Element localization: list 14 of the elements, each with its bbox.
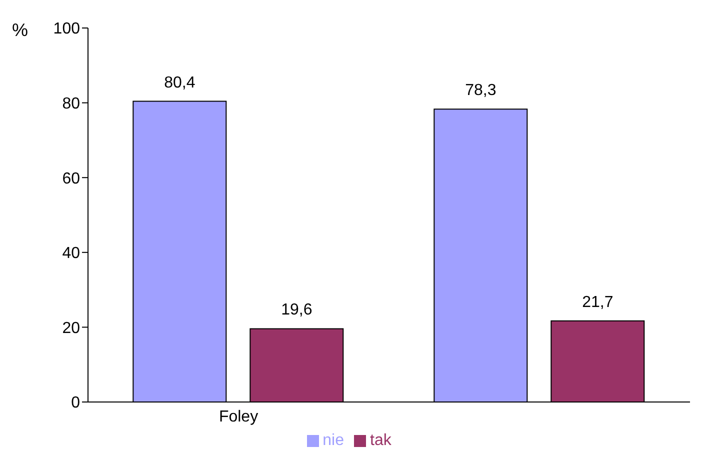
legend-label: tak	[370, 432, 392, 449]
x-tick-label: Foley	[218, 408, 258, 426]
y-tick-label: 80	[62, 95, 80, 112]
legend-label: nie	[322, 432, 344, 449]
data-label: 80,4	[164, 74, 196, 92]
data-label: 78,3	[465, 82, 496, 100]
y-tick-label: 40	[62, 245, 80, 262]
y-tick-label: 60	[62, 170, 80, 188]
data-label: 21,7	[582, 294, 614, 311]
y-tick-label: 100	[53, 20, 80, 38]
y-tick-label: 20	[62, 320, 80, 337]
data-label: 19,6	[281, 302, 312, 319]
y-tick-label: 0	[71, 394, 80, 412]
y-axis-title: %	[12, 20, 28, 41]
